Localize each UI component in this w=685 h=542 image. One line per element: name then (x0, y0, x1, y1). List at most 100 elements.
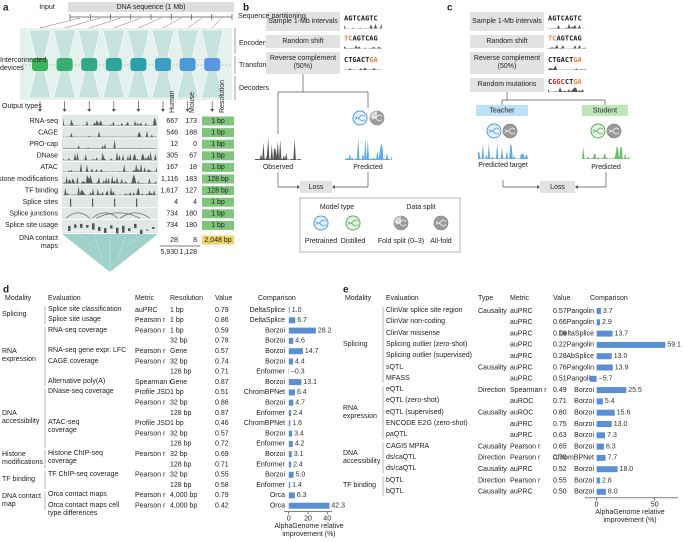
student-label: Student (593, 107, 617, 114)
value: 0.49 (553, 387, 567, 394)
partition-arrow (162, 17, 182, 29)
bar-label: 1.0 (292, 307, 302, 314)
value: 0.42 (215, 503, 229, 510)
usage-bar (68, 225, 71, 231)
resolution: 128 bp (170, 369, 192, 376)
output-type: ATAC (40, 164, 58, 171)
bar (596, 488, 606, 495)
mouse-count: 0 (193, 141, 197, 148)
comparison: DeltaSplice (250, 307, 286, 314)
split-wedge (394, 216, 408, 230)
comparison: Borzoi (574, 489, 594, 496)
resolution-box (202, 151, 234, 161)
signal-track (344, 45, 382, 49)
bar (596, 398, 603, 405)
bar (596, 364, 613, 371)
sequence-part: CTGACT (548, 56, 573, 64)
resolution: 128 bp (170, 461, 192, 468)
bar-label: 13.1 (303, 379, 317, 386)
comparison: Borzoi (265, 379, 285, 386)
bar (288, 399, 294, 406)
resolution: 1 bp (170, 317, 184, 324)
teacher-label: Teacher (490, 107, 516, 114)
bar (596, 409, 615, 416)
usage-bar (134, 223, 137, 229)
bar (288, 389, 295, 396)
value: 0.86 (215, 400, 229, 407)
resolution: 2,048 bp (204, 237, 231, 244)
resolution: 1 bp (211, 153, 225, 160)
arrow-head (575, 185, 578, 189)
legend-label: Fold split (0–3) (378, 238, 424, 245)
sequence-part: GA (573, 78, 582, 86)
human-count: 546 (166, 129, 178, 136)
partition-arrow (64, 17, 101, 29)
human-count: 28 (170, 237, 178, 244)
resolution: 1 bp (170, 327, 184, 334)
step-box (470, 78, 544, 92)
resolution: 128 bp (170, 410, 192, 417)
panel-label: e (343, 285, 349, 296)
comparison: Borzoi (574, 410, 594, 417)
value: 0.55 (215, 472, 229, 479)
metric: auPRC (135, 307, 158, 314)
comparison: Borzoi (265, 400, 285, 407)
value: 0.71 (553, 398, 567, 405)
metric: auROC (510, 410, 533, 417)
resolution: 128 bp (170, 441, 192, 448)
observed-track (255, 138, 301, 160)
usage-bar (86, 225, 89, 228)
comparison: Borzoi (265, 430, 285, 437)
output-type: Histone modifications (0, 176, 58, 183)
helix (315, 219, 327, 227)
sequence-part: CT (565, 78, 573, 86)
bar-label: 7.7 (608, 455, 618, 462)
x-tick-label: 0 (595, 502, 599, 509)
type: Causality (478, 410, 507, 417)
usage-bar (122, 225, 125, 233)
column-header: Modality (5, 295, 32, 302)
bar (596, 421, 612, 427)
loss-label: Loss (550, 184, 565, 191)
bar (288, 317, 296, 324)
splice-site (70, 198, 72, 207)
bar-label: 1.4 (292, 482, 302, 489)
panel-label: c (447, 3, 453, 14)
bar (596, 477, 600, 484)
sequence: CTGACTGA (344, 56, 379, 64)
comparison: Pangolin (567, 308, 594, 315)
legend-title: Model type (320, 204, 354, 211)
resolution: 4,000 bp (170, 503, 197, 510)
resolution: Gene (170, 348, 187, 355)
loss-label: Loss (309, 184, 324, 191)
usage-bar (152, 227, 155, 229)
predicted-track (345, 137, 392, 160)
metric: Pearson r (135, 327, 166, 334)
observed-label: Observed (263, 164, 293, 171)
output-type: Splice junctions (9, 211, 58, 218)
value: 0.28 (553, 353, 567, 360)
bar (288, 440, 293, 447)
bar (288, 420, 291, 427)
sequence: CTGACTGA (548, 56, 583, 64)
panel-label: d (3, 285, 9, 296)
column-header: Resolution (219, 80, 226, 113)
splice-site (136, 198, 138, 207)
bar-label: 3.1 (294, 451, 304, 458)
comparison: Enformer (256, 410, 285, 417)
bar-label: 8.0 (608, 489, 618, 496)
value: 0.70 (553, 455, 567, 462)
human-count: 1,116 (161, 176, 178, 183)
mouse-count: 183 (185, 176, 197, 183)
sequence-part: AGTCAGTC (344, 15, 378, 23)
comparison: Pangolin (567, 376, 594, 383)
resolution: 32 bp (170, 430, 188, 437)
column-header: Value (553, 295, 570, 302)
comparison: ChromBPNet (553, 455, 594, 462)
usage-bar (140, 229, 143, 235)
human-count: 1,617 (160, 187, 178, 194)
value: 0.63 (553, 432, 567, 439)
metric: auPRC (510, 364, 533, 371)
value: 0.18 (553, 330, 567, 337)
